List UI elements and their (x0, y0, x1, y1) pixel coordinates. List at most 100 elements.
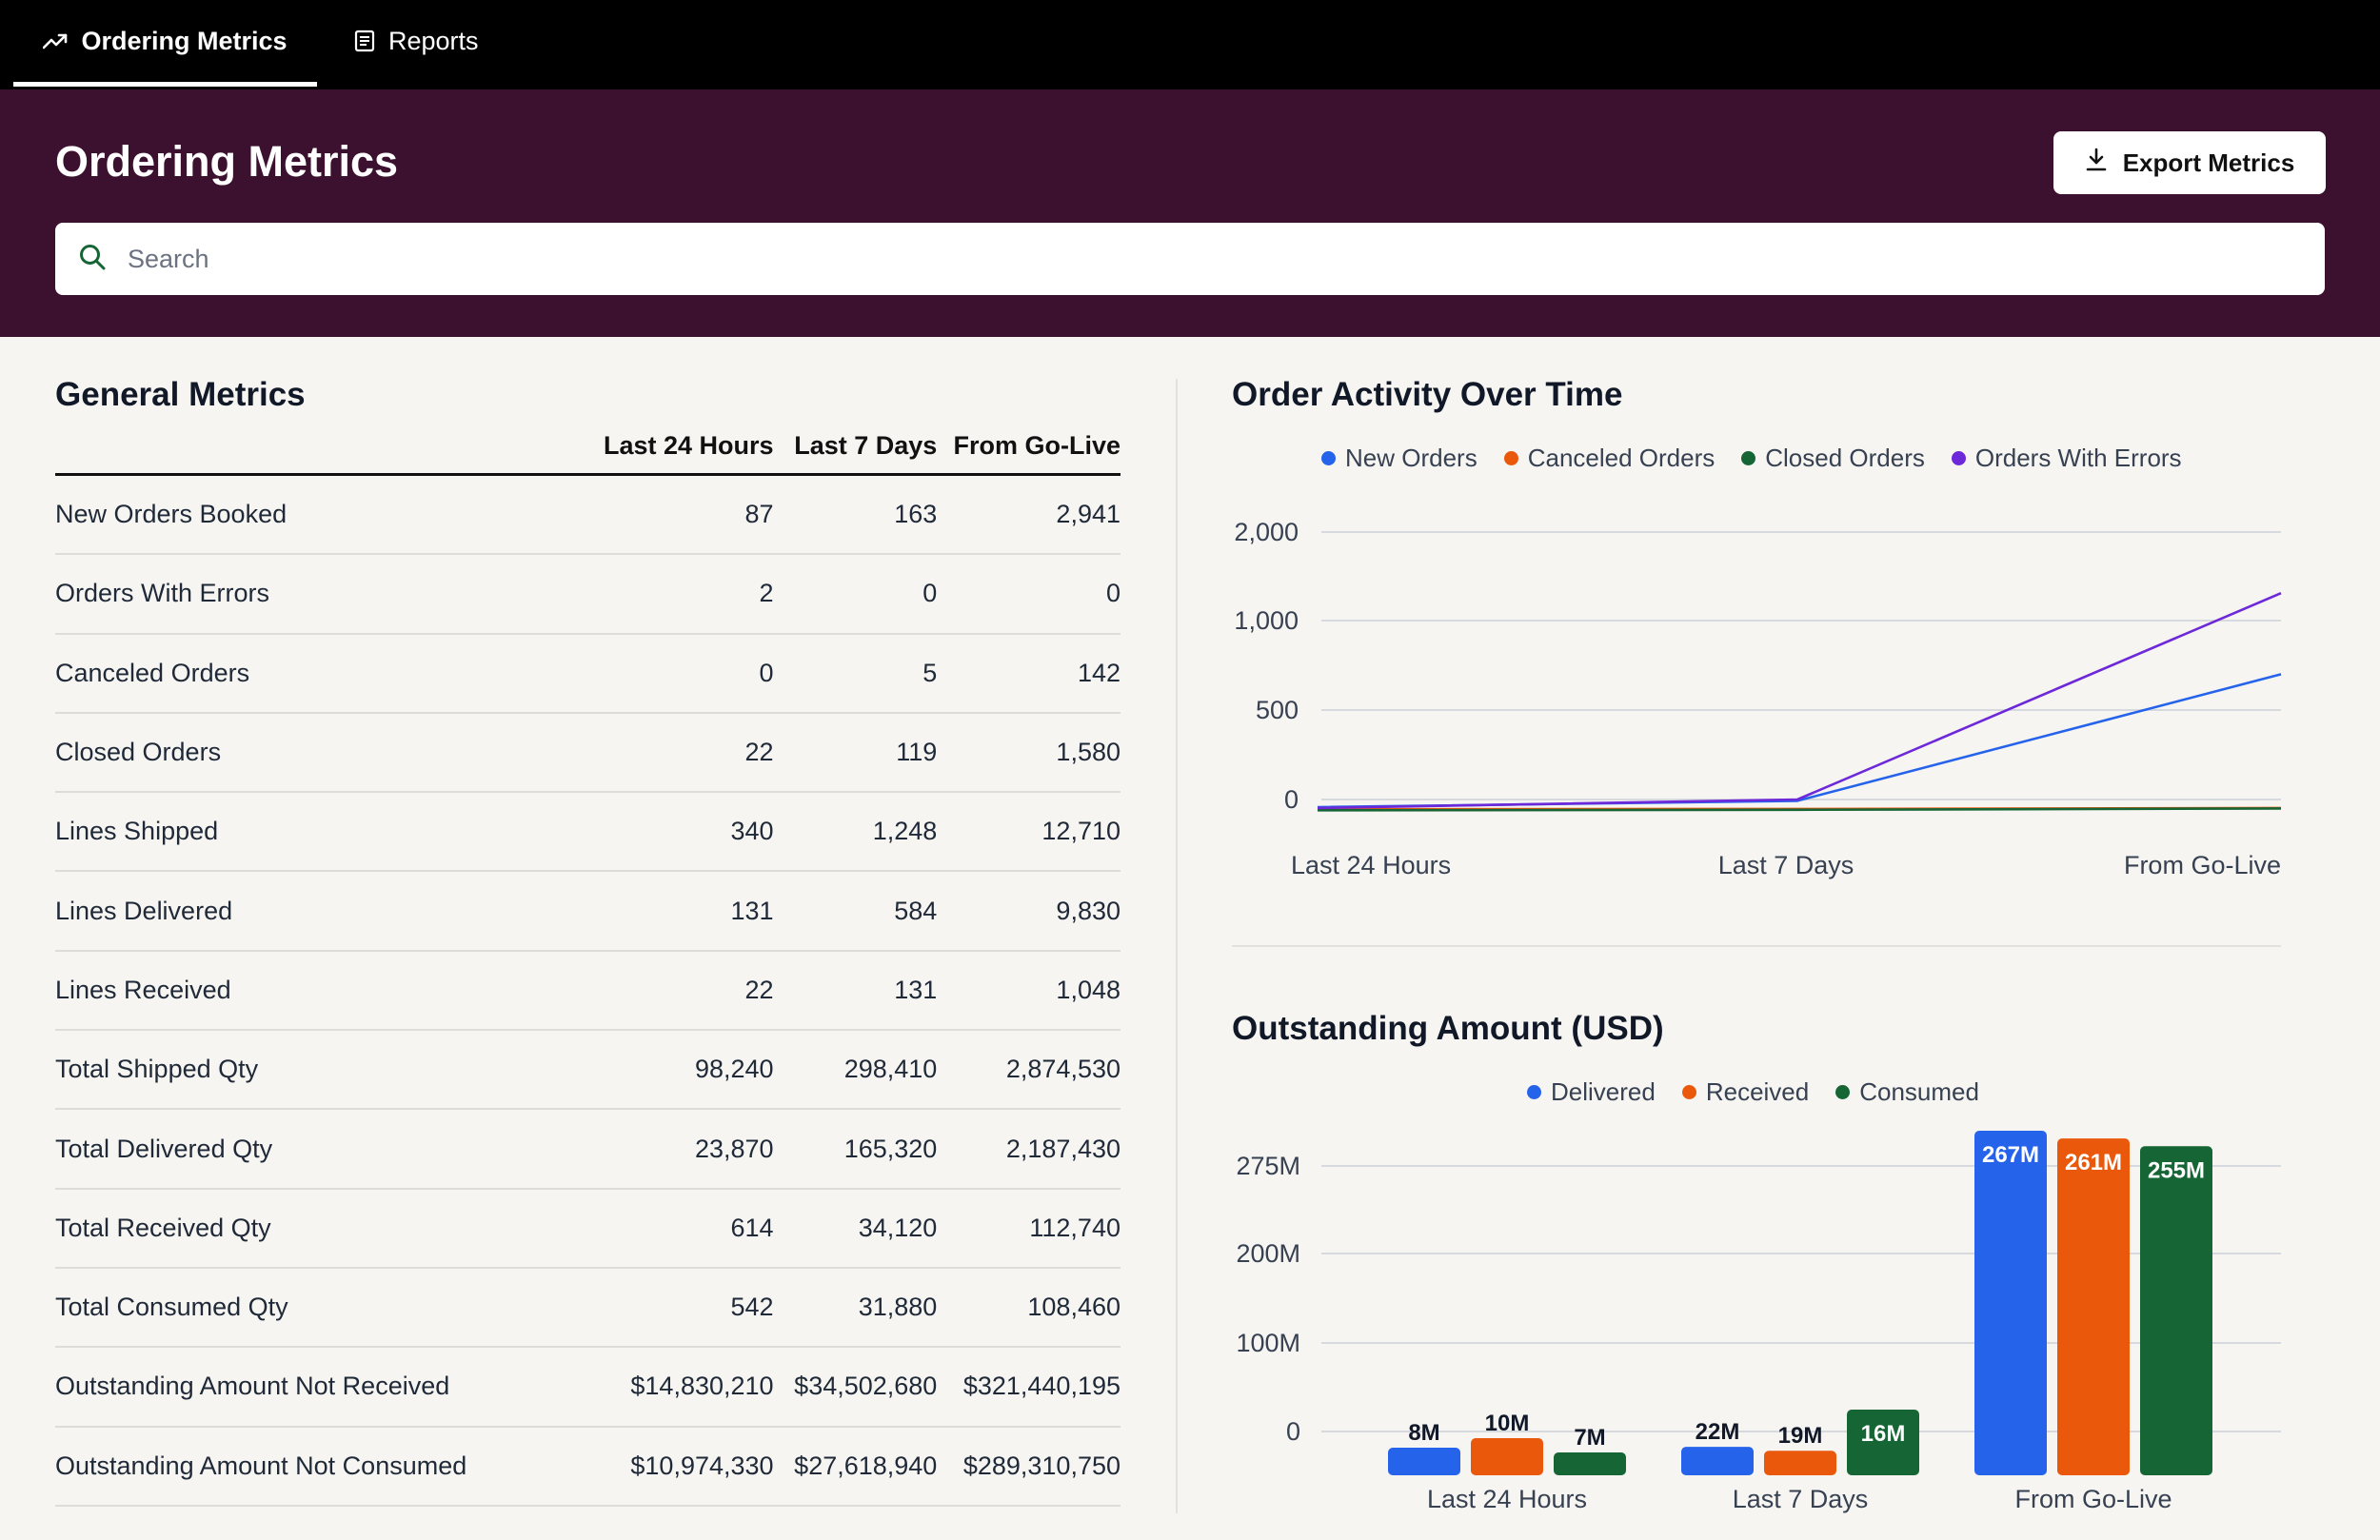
row-value: 131 (894, 975, 938, 1004)
x-tick-label: Last 24 Hours (1427, 1485, 1587, 1513)
row-value: 1,248 (872, 817, 938, 846)
legend-swatch (1681, 1085, 1696, 1099)
tab-reports[interactable]: Reports (354, 0, 479, 82)
x-tick-label: Last 24 Hours (1291, 851, 1451, 879)
bar-value-label: 7M (1574, 1425, 1605, 1451)
row-label: Total Shipped Qty (55, 1055, 259, 1084)
row-value: 165,320 (843, 1134, 938, 1163)
row-value: 2,941 (1056, 500, 1121, 529)
legend-swatch (1741, 451, 1756, 465)
row-label: Lines Delivered (55, 896, 233, 925)
bar-value-label: 261M (2065, 1150, 2122, 1175)
row-value: 142 (1077, 658, 1121, 687)
row-value: $10,974,330 (630, 1451, 774, 1480)
row-value: 1,048 (1056, 975, 1121, 1004)
bar-value-label: 22M (1696, 1419, 1740, 1445)
y-tick-label: 1,000 (1234, 606, 1299, 635)
y-tick-label: 500 (1256, 696, 1299, 724)
row-label: Total Consumed Qty (55, 1293, 288, 1322)
bar-value-label: 8M (1408, 1420, 1439, 1446)
column-header: Last 24 Hours (603, 431, 774, 460)
table-row: Closed Orders 22 119 1,580 (55, 714, 1121, 794)
row-value: 112,740 (1029, 1213, 1121, 1242)
bar-value-label: 267M (1982, 1142, 2039, 1168)
legend-item[interactable]: Delivered (1527, 1077, 1656, 1107)
table-row: Total Consumed Qty 542 31,880 108,460 (55, 1269, 1121, 1349)
row-label: Total Delivered Qty (55, 1134, 273, 1163)
export-label: Export Metrics (2122, 148, 2295, 177)
row-label: Closed Orders (55, 738, 222, 767)
export-metrics-button[interactable]: Export Metrics (2053, 131, 2326, 194)
bar (1847, 1410, 1919, 1475)
row-value: 2,874,530 (1005, 1055, 1121, 1084)
legend-label: Closed Orders (1765, 444, 1925, 472)
row-label: Total Received Qty (55, 1213, 271, 1242)
row-value: 131 (730, 896, 774, 925)
top-nav: Ordering Metrics Reports (0, 0, 2380, 89)
bar (1681, 1447, 1754, 1475)
y-tick-label: 0 (1286, 1417, 1300, 1446)
legend-item[interactable]: Orders With Errors (1951, 444, 2182, 473)
bar (1764, 1451, 1836, 1475)
order-activity-legend: New Orders Canceled Orders Closed Orders Or… (1321, 444, 2182, 473)
row-label: Orders With Errors (55, 579, 270, 608)
trending-up-icon (43, 32, 68, 49)
row-value: 614 (730, 1213, 774, 1242)
bar (1388, 1448, 1460, 1475)
general-metrics-title: General Metrics (55, 376, 306, 413)
row-label: New Orders Booked (55, 500, 288, 529)
row-value: 22 (744, 975, 774, 1004)
table-row: Outstanding Amount Not Consumed $10,974,3… (55, 1428, 1121, 1507)
y-tick-label: 100M (1236, 1329, 1300, 1357)
download-icon (2085, 148, 2108, 179)
table-row: Orders With Errors 2 0 0 (55, 555, 1121, 635)
table-row: Outstanding Amount Not Received $14,830,2… (55, 1348, 1121, 1428)
row-value: 5 (922, 658, 938, 687)
legend-item[interactable]: New Orders (1321, 444, 1478, 473)
table-row: Total Delivered Qty 23,870 165,320 2,187,43… (55, 1110, 1121, 1190)
legend-swatch (1527, 1085, 1541, 1099)
table-row: Lines Received 22 131 1,048 (55, 952, 1121, 1032)
legend-item[interactable]: Received (1681, 1077, 1809, 1107)
row-value: 298,410 (843, 1055, 938, 1084)
document-icon (354, 30, 375, 52)
legend-label: Canceled Orders (1527, 444, 1716, 472)
table-body: New Orders Booked 87 163 2,941 Orders With E… (55, 476, 1121, 1507)
column-header: From Go-Live (953, 431, 1121, 460)
row-value: 0 (759, 658, 774, 687)
column-header: Last 7 Days (794, 431, 938, 460)
row-label: Lines Received (55, 975, 231, 1004)
bar (2140, 1146, 2212, 1475)
legend-label: Delivered (1551, 1077, 1656, 1106)
bar (2057, 1138, 2130, 1475)
row-value: 12,710 (1041, 817, 1121, 846)
row-label: Outstanding Amount Not Received (55, 1372, 450, 1401)
bar-value-label: 16M (1861, 1421, 1906, 1447)
table-row: Lines Delivered 131 584 9,830 (55, 872, 1121, 952)
search-box (55, 223, 2325, 295)
table-row: Total Received Qty 614 34,120 112,740 (55, 1190, 1121, 1269)
legend-swatch (1503, 451, 1518, 465)
row-value: 9,830 (1056, 896, 1121, 925)
x-tick-label: Last 7 Days (1718, 851, 1854, 879)
row-value: 2 (759, 579, 774, 608)
legend-item[interactable]: Canceled Orders (1503, 444, 1716, 473)
bar (1471, 1438, 1543, 1475)
row-label: Canceled Orders (55, 658, 250, 687)
row-value: 0 (922, 579, 938, 608)
search-input[interactable] (126, 243, 2224, 275)
row-value: 0 (1105, 579, 1121, 608)
legend-item[interactable]: Closed Orders (1741, 444, 1925, 473)
bar-value-label: 10M (1485, 1411, 1530, 1436)
legend-swatch (1321, 451, 1336, 465)
tab-label: Ordering Metrics (81, 26, 288, 55)
row-value: 34,120 (858, 1213, 938, 1242)
section-divider (1176, 379, 1178, 1513)
legend-label: Consumed (1859, 1077, 1979, 1106)
tab-ordering-metrics[interactable]: Ordering Metrics (13, 0, 317, 87)
bar (1974, 1131, 2047, 1475)
bar-value-label: 255M (2148, 1157, 2205, 1183)
row-value: 108,460 (1027, 1293, 1121, 1322)
legend-item[interactable]: Consumed (1835, 1077, 1979, 1107)
